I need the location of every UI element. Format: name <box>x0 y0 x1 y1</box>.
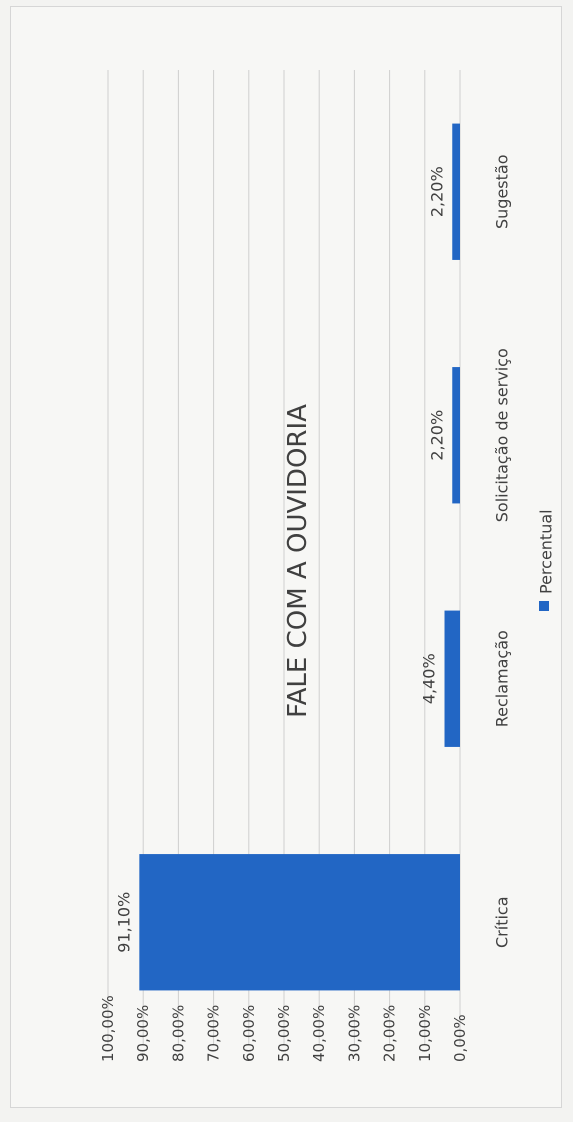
chart-title: FALE COM A OUVIDORIA <box>283 404 313 718</box>
y-tick-label: 50,00% <box>275 1005 293 1062</box>
data-label: 91,10% <box>114 892 133 953</box>
y-tick-label: 0,00% <box>451 1014 469 1062</box>
bar <box>452 367 460 504</box>
bar <box>444 610 460 747</box>
data-label: 2,20% <box>427 410 446 461</box>
bars <box>139 123 460 991</box>
legend: Percentual <box>537 509 556 611</box>
data-label: 4,40% <box>420 653 439 704</box>
category-label: Reclamação <box>493 630 512 727</box>
y-tick-label: 70,00% <box>205 1005 223 1062</box>
legend-label: Percentual <box>537 509 556 594</box>
data-label: 2,20% <box>427 166 446 217</box>
y-tick-label: 40,00% <box>310 1005 328 1062</box>
legend-swatch <box>539 601 549 611</box>
bar <box>452 123 460 260</box>
category-label: Solicitação de serviço <box>493 348 512 522</box>
y-tick-label: 10,00% <box>416 1005 434 1062</box>
y-tick-label: 30,00% <box>345 1005 363 1062</box>
bar <box>139 854 460 991</box>
labels: FALE COM A OUVIDORIA Percentual 0,00% 10,… <box>99 155 556 1063</box>
y-tick-label: 90,00% <box>134 1005 152 1062</box>
y-tick-label: 60,00% <box>240 1005 258 1062</box>
y-tick-label: 20,00% <box>381 1005 399 1062</box>
y-tick-label: 80,00% <box>169 1005 187 1062</box>
y-tick-label: 100,00% <box>99 995 117 1062</box>
category-label: Crítica <box>493 896 512 948</box>
category-label: Sugestão <box>493 155 512 230</box>
